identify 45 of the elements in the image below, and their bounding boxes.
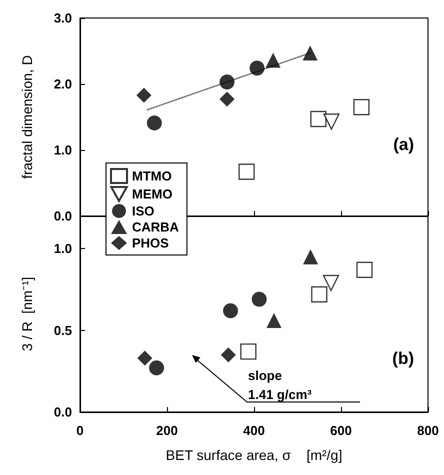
point xyxy=(220,347,236,362)
x-tick-label: 600 xyxy=(330,423,352,438)
point xyxy=(353,99,370,116)
point xyxy=(303,249,318,264)
point xyxy=(302,45,318,60)
point xyxy=(146,115,162,130)
y-tick-label: 1.0 xyxy=(54,142,72,158)
x-tick-label: 400 xyxy=(243,423,265,438)
x-tick-label: 800 xyxy=(417,423,439,438)
point xyxy=(220,92,235,107)
point xyxy=(266,313,282,328)
annotation: slope 1.41 g/cm³ xyxy=(248,368,312,402)
annotation: (b) xyxy=(392,349,414,368)
legend-label: PHOS xyxy=(132,236,170,250)
point xyxy=(356,262,373,278)
y-axis-title: 3 / R [nm⁻¹] xyxy=(19,276,35,352)
point xyxy=(136,88,152,103)
x-tick-label: 200 xyxy=(156,423,178,438)
point xyxy=(137,350,152,366)
y-tick-label: 2.0 xyxy=(54,76,72,92)
point xyxy=(311,286,328,302)
y-tick-label: 0.0 xyxy=(54,404,72,420)
x-tick-label: 0 xyxy=(76,423,84,438)
annotation: (a) xyxy=(393,135,414,154)
point xyxy=(323,114,340,130)
y-tick-label: 0.0 xyxy=(54,208,72,224)
x-axis-title: BET surface area, σ [m²/g] xyxy=(166,447,342,463)
point xyxy=(310,110,326,128)
point xyxy=(220,74,235,90)
point xyxy=(322,274,340,292)
y-axis-title: fractal dimension, D xyxy=(19,55,35,179)
point xyxy=(266,52,281,68)
point xyxy=(223,303,238,318)
y-tick-label: 1.0 xyxy=(54,241,72,256)
y-tick-label: 0.5 xyxy=(54,322,72,338)
point xyxy=(252,292,267,307)
point xyxy=(149,360,164,376)
legend-label: CARBA xyxy=(132,220,180,234)
legend-label: ISO xyxy=(132,204,154,218)
point xyxy=(250,60,265,76)
point xyxy=(238,164,255,180)
point xyxy=(240,343,256,360)
legend-label: MTMO xyxy=(132,168,172,184)
legend-label: MEMO xyxy=(132,186,172,202)
y-tick-label: 3.0 xyxy=(54,10,72,26)
